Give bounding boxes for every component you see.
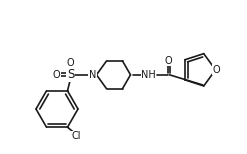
Text: NH: NH bbox=[141, 70, 156, 80]
Text: O: O bbox=[53, 70, 60, 80]
Text: O: O bbox=[213, 65, 220, 75]
Text: Cl: Cl bbox=[72, 131, 81, 141]
Text: N: N bbox=[89, 70, 96, 80]
Text: O: O bbox=[67, 58, 74, 68]
Text: O: O bbox=[165, 56, 172, 66]
Text: S: S bbox=[67, 68, 74, 81]
